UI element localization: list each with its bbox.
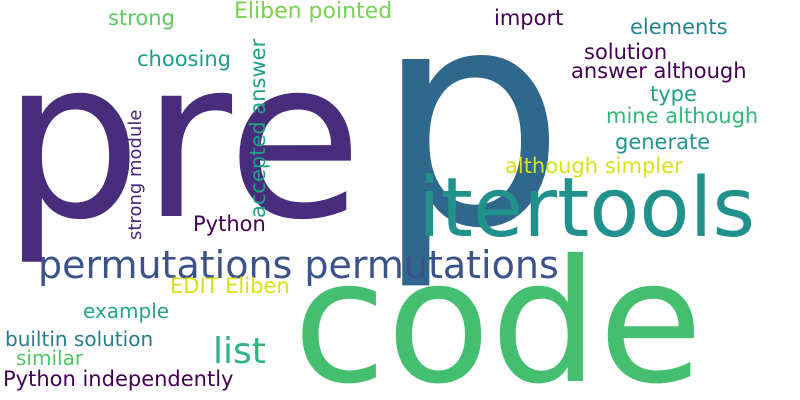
word-strong-module: strong module	[125, 109, 146, 240]
word-strong: strong	[108, 6, 175, 30]
word-similar: similar	[16, 346, 84, 370]
word-list: list	[213, 331, 266, 372]
word-pre: pre	[2, 12, 363, 268]
word-elements: elements	[630, 15, 728, 39]
word-python: Python	[193, 212, 266, 236]
word-itertools: itertools	[418, 161, 756, 256]
word-answer-although: answer although	[571, 59, 747, 83]
word-code: code	[293, 224, 703, 400]
word-example: example	[83, 299, 170, 323]
word-mine-although: mine although	[606, 104, 759, 128]
word-generate: generate	[615, 130, 711, 154]
word-permutations-permutations: permutations permutations	[38, 243, 559, 287]
word-edit-eliben: EDIT Eliben	[170, 274, 290, 298]
word-although-simpler: although simpler	[505, 154, 683, 178]
word-builtin-solution: builtin solution	[5, 327, 154, 351]
word-accepted-answer: accepted answer	[246, 38, 270, 218]
word-p: p	[375, 0, 566, 294]
word-choosing: choosing	[137, 47, 231, 71]
word-python-independently: Python independently	[3, 367, 234, 391]
word-eliben-pointed: Eliben pointed	[234, 0, 393, 24]
word-solution: solution	[584, 40, 668, 64]
word-import: import	[494, 6, 564, 30]
word-type: type	[650, 82, 697, 106]
